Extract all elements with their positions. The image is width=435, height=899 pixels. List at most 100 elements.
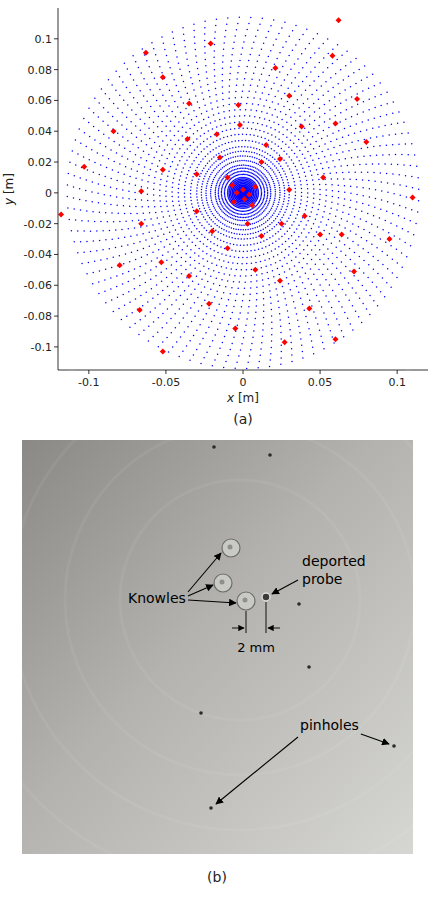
grid-point	[281, 177, 283, 179]
grid-point	[258, 249, 260, 251]
grid-point	[262, 143, 264, 145]
grid-point	[257, 181, 259, 183]
grid-point	[273, 220, 275, 222]
grid-point	[223, 234, 225, 236]
grid-point	[235, 224, 237, 226]
grid-point	[204, 236, 206, 238]
grid-point	[240, 151, 242, 153]
grid-point	[256, 153, 258, 155]
grid-point	[237, 151, 239, 153]
grid-point	[246, 202, 248, 204]
grid-point	[283, 185, 285, 187]
grid-point	[270, 168, 272, 170]
grid-point	[239, 182, 241, 184]
grid-point	[247, 229, 249, 231]
grid-point	[266, 214, 268, 216]
grid-point	[239, 195, 241, 197]
grid-point	[261, 224, 263, 226]
grid-point	[227, 189, 229, 191]
grid-point	[206, 230, 208, 232]
grid-point	[241, 171, 243, 173]
grid-point	[223, 176, 225, 178]
grid-point	[275, 193, 277, 195]
grid-point	[248, 199, 250, 201]
grid-point	[196, 190, 198, 192]
grid-point	[198, 164, 200, 166]
grid-point	[256, 168, 258, 170]
grid-point	[293, 162, 295, 164]
grid-point	[275, 191, 277, 193]
grid-point	[193, 235, 195, 237]
grid-point	[237, 213, 239, 215]
grid-point	[273, 212, 275, 214]
grid-point	[239, 234, 241, 236]
grid-point	[235, 196, 237, 198]
grid-point	[244, 180, 246, 182]
grid-point	[277, 204, 279, 206]
grid-point	[256, 222, 258, 224]
grid-point	[270, 216, 272, 218]
grid-point	[245, 177, 247, 179]
grid-point	[253, 190, 255, 192]
grid-point	[238, 179, 240, 181]
grid-point	[221, 179, 223, 181]
grid-point	[230, 194, 232, 196]
grid-point	[193, 160, 195, 162]
grid-point	[212, 213, 214, 215]
grid-point	[295, 191, 297, 193]
grid-point	[190, 186, 192, 188]
grid-point	[287, 165, 289, 167]
grid-point	[229, 197, 231, 199]
grid-point	[220, 182, 222, 184]
grid-point	[282, 168, 284, 170]
grid-point	[272, 163, 274, 165]
grid-point	[220, 175, 222, 177]
grid-point	[253, 135, 255, 137]
grid-point	[220, 239, 222, 241]
grid-point	[203, 178, 205, 180]
grid-point	[273, 204, 275, 206]
grid-point	[247, 179, 249, 181]
grid-point	[222, 185, 224, 187]
grid-point	[257, 221, 259, 223]
grid-point	[238, 186, 240, 188]
grid-point	[216, 140, 218, 142]
grid-point	[255, 191, 257, 193]
grid-point	[228, 192, 230, 194]
grid-point	[258, 164, 260, 166]
grid-point	[215, 147, 217, 149]
grid-point	[207, 239, 209, 241]
grid-point	[244, 155, 246, 157]
grid-point	[264, 216, 266, 218]
grid-point	[238, 168, 240, 170]
grid-point	[247, 188, 249, 190]
grid-point	[215, 160, 217, 162]
grid-point	[250, 187, 252, 189]
grid-point	[184, 189, 186, 191]
grid-point	[227, 215, 229, 217]
grid-point	[181, 213, 183, 215]
grid-point	[256, 192, 258, 194]
grid-point	[278, 238, 280, 240]
grid-point	[256, 195, 258, 197]
grid-point	[244, 193, 246, 195]
grid-point	[212, 181, 214, 183]
grid-point	[206, 183, 208, 185]
grid-point	[250, 202, 252, 204]
grid-point	[185, 204, 187, 206]
grid-point	[268, 201, 270, 203]
grid-point	[246, 177, 248, 179]
grid-point	[293, 221, 295, 223]
grid-point	[249, 199, 251, 201]
grid-point	[276, 216, 278, 218]
grid-point	[231, 237, 233, 239]
grid-point	[249, 182, 251, 184]
grid-point	[261, 155, 263, 157]
grid-point	[240, 229, 242, 231]
grid-point	[219, 176, 221, 178]
grid-point	[234, 169, 236, 171]
grid-point	[269, 224, 271, 226]
grid-point	[274, 189, 276, 191]
grid-point	[232, 188, 234, 190]
grid-point	[241, 140, 243, 142]
